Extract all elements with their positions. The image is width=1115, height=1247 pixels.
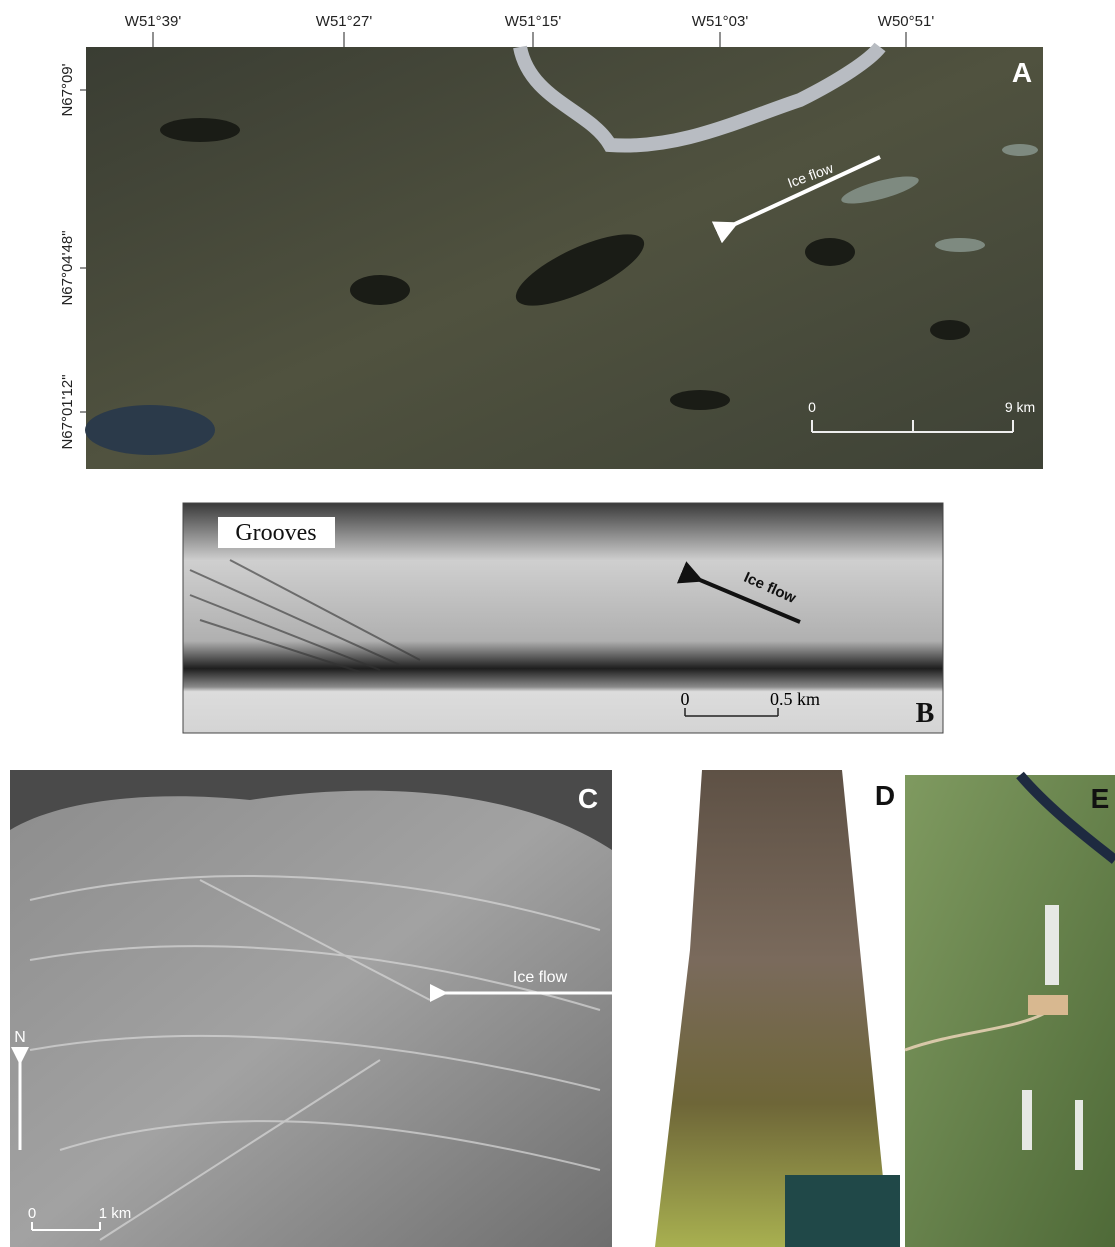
scale-label: 9 km bbox=[1005, 399, 1035, 415]
clearing bbox=[1028, 995, 1068, 1015]
scale-label: 0 bbox=[681, 689, 690, 709]
scale-label: 1 km bbox=[99, 1205, 132, 1222]
panel-label: B bbox=[916, 698, 935, 729]
scale-label: 0 bbox=[808, 399, 816, 415]
y-tick-label: N67°09' bbox=[59, 63, 76, 116]
y-tick-label: N67°01'12" bbox=[59, 374, 76, 449]
x-tick-label: W50°51' bbox=[878, 13, 935, 30]
x-tick-label: W51°15' bbox=[505, 13, 562, 30]
x-tick-label: W51°39' bbox=[125, 13, 182, 30]
north-label: N bbox=[14, 1029, 26, 1046]
panel-label: D bbox=[875, 780, 895, 811]
panel-label: E bbox=[1091, 783, 1110, 814]
x-tick-label: W51°27' bbox=[316, 13, 373, 30]
panel-label: C bbox=[578, 783, 598, 814]
panel-c: Ice flow N 0 1 km C bbox=[10, 770, 612, 1247]
y-ticks bbox=[80, 90, 86, 412]
aerial-image bbox=[905, 775, 1115, 1247]
figure: W51°39' W51°27' W51°15' W51°03' W50°51' … bbox=[0, 0, 1115, 1247]
panel-label: A bbox=[1012, 57, 1032, 88]
scale-label: 0.5 km bbox=[770, 689, 820, 709]
panel-title: Grooves bbox=[235, 520, 316, 546]
water bbox=[785, 1175, 900, 1247]
x-tick-label: W51°03' bbox=[692, 13, 749, 30]
annotation: Ice flow bbox=[513, 969, 568, 986]
panel-a: W51°39' W51°27' W51°15' W51°03' W50°51' … bbox=[59, 13, 1043, 469]
panel-e: E bbox=[905, 775, 1115, 1247]
panel-d: D bbox=[655, 770, 900, 1247]
scale-label: 0 bbox=[28, 1205, 36, 1222]
panel-b: Grooves Ice flow 0 0.5 km B bbox=[183, 503, 943, 733]
hillshade-image bbox=[10, 770, 612, 1247]
x-ticks bbox=[153, 32, 906, 47]
y-tick-label: N67°04'48" bbox=[59, 230, 76, 305]
